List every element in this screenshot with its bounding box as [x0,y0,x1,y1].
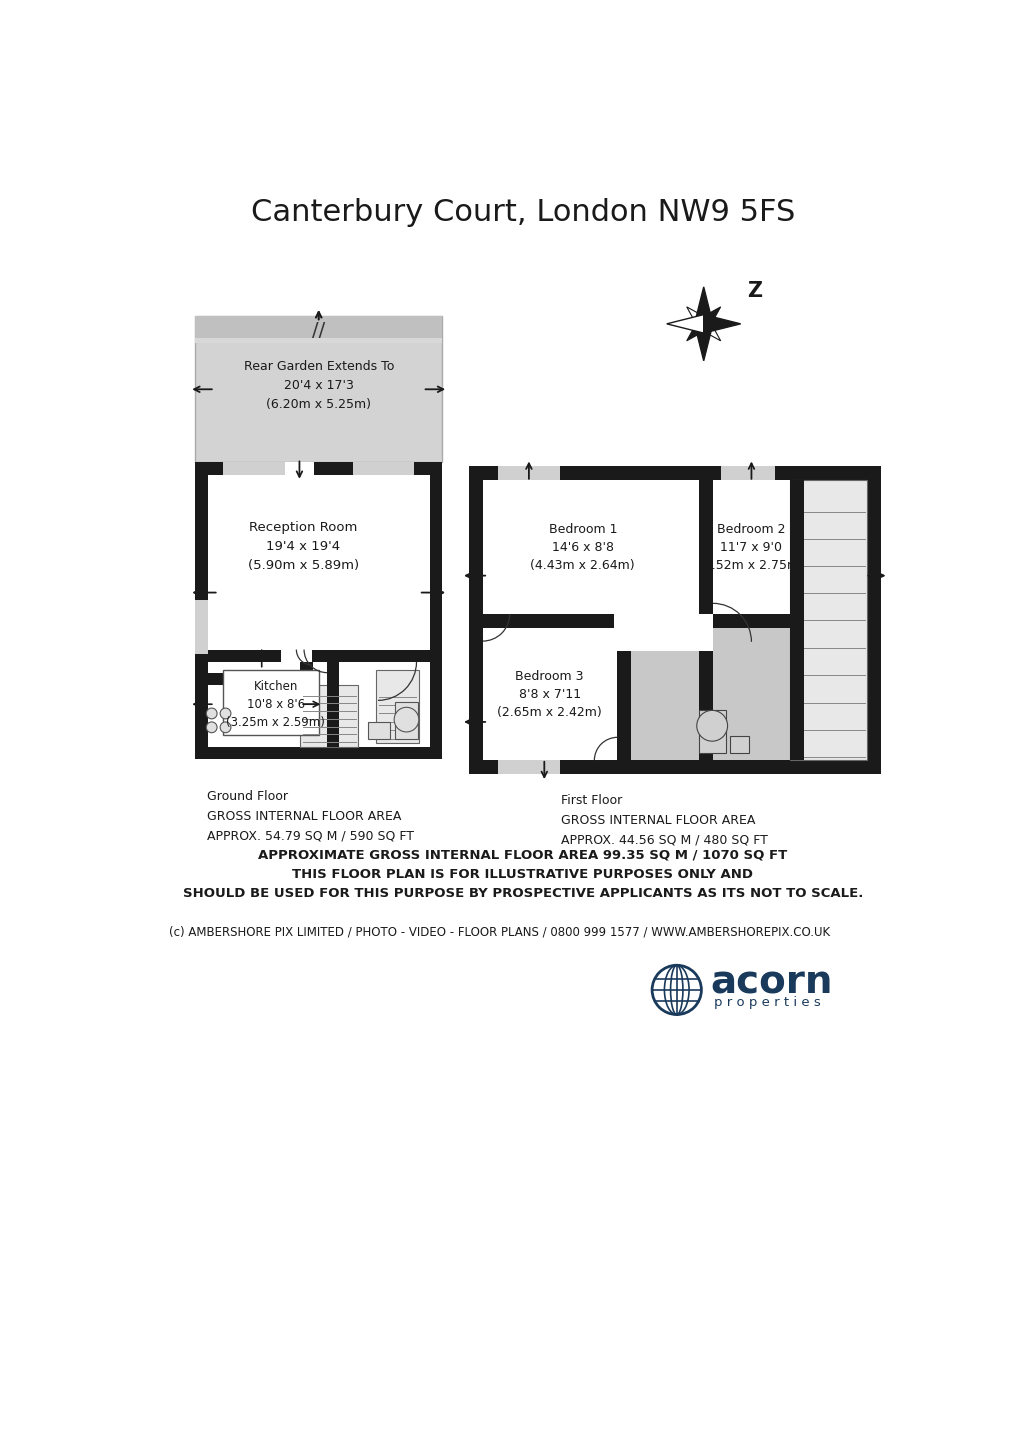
Bar [394,702,418,739]
Polygon shape [703,314,740,333]
Bar [280,650,312,661]
Bar [196,316,441,337]
Text: p r o p e r t i e s: p r o p e r t i e s [713,996,819,1009]
Bar [469,467,880,774]
Text: Bedroom 2
11'7 x 9'0
(3.52m x 2.75m): Bedroom 2 11'7 x 9'0 (3.52m x 2.75m) [698,523,803,572]
Bar [482,614,698,628]
Text: acorn: acorn [710,963,833,1001]
Bar [196,316,441,463]
Bar [698,628,712,761]
Circle shape [206,708,217,719]
Bar [353,463,414,474]
Bar [208,650,429,661]
Bar [712,614,789,628]
Polygon shape [694,324,712,360]
Bar [327,661,339,746]
Circle shape [393,708,419,732]
Bar [482,480,698,614]
Circle shape [220,722,230,732]
Text: First Floor
GROSS INTERNAL FLOOR AREA
APPROX. 44.56 SQ M / 480 SQ FT: First Floor GROSS INTERNAL FLOOR AREA AP… [560,794,767,846]
Polygon shape [698,318,720,342]
Bar [196,337,441,343]
Bar [208,661,327,746]
Text: Reception Room
19'4 x 19'4
(5.90m x 5.89m): Reception Room 19'4 x 19'4 (5.90m x 5.89… [248,520,359,572]
Text: SHOULD BE USED FOR THIS PURPOSE BY PROSPECTIVE APPLICANTS AS ITS NOT TO SCALE.: SHOULD BE USED FOR THIS PURPOSE BY PROSP… [182,888,862,901]
Circle shape [220,708,230,719]
Bar [208,474,429,746]
Bar [300,684,358,746]
Bar [196,601,208,654]
Bar [712,480,789,614]
Circle shape [696,710,727,741]
Polygon shape [666,314,703,333]
Polygon shape [686,307,708,329]
Bar [789,480,866,761]
Bar [497,467,559,480]
Bar [730,736,748,752]
Bar [698,480,712,614]
Bar [698,710,726,752]
Bar [368,722,389,739]
Text: Bedroom 1
14'6 x 8'8
(4.43m x 2.64m): Bedroom 1 14'6 x 8'8 (4.43m x 2.64m) [530,523,635,572]
Bar [196,463,441,759]
Bar [223,670,319,735]
Polygon shape [694,287,712,324]
Bar [208,673,297,684]
Bar [300,654,312,684]
Text: THIS FLOOR PLAN IS FOR ILLUSTRATIVE PURPOSES ONLY AND: THIS FLOOR PLAN IS FOR ILLUSTRATIVE PURP… [292,867,752,880]
Bar [223,463,284,474]
Polygon shape [698,307,720,329]
Circle shape [206,722,217,732]
Bar [284,463,314,474]
Text: (c) AMBERSHORE PIX LIMITED / PHOTO - VIDEO - FLOOR PLANS / 0800 999 1577 / WWW.A: (c) AMBERSHORE PIX LIMITED / PHOTO - VID… [168,925,828,938]
Text: Z: Z [746,281,761,301]
Text: Canterbury Court, London NW9 5FS: Canterbury Court, London NW9 5FS [251,197,794,226]
Text: Bedroom 3
8'8 x 7'11
(2.65m x 2.42m): Bedroom 3 8'8 x 7'11 (2.65m x 2.42m) [497,670,601,719]
Text: APPROXIMATE GROSS INTERNAL FLOOR AREA 99.35 SQ M / 1070 SQ FT: APPROXIMATE GROSS INTERNAL FLOOR AREA 99… [258,849,787,862]
Text: Ground Floor
GROSS INTERNAL FLOOR AREA
APPROX. 54.79 SQ M / 590 SQ FT: Ground Floor GROSS INTERNAL FLOOR AREA A… [207,790,414,843]
Bar [482,628,637,761]
Bar [497,761,559,774]
Bar [376,670,419,742]
Bar [631,628,789,761]
Bar [616,628,631,761]
Bar [789,480,803,761]
Text: Kitchen
10'8 x 8'6
(3.25m x 2.59m): Kitchen 10'8 x 8'6 (3.25m x 2.59m) [226,680,325,729]
Bar [720,467,773,480]
Polygon shape [686,318,708,342]
Bar [613,614,712,651]
Text: Rear Garden Extends To
20'4 x 17'3
(6.20m x 5.25m): Rear Garden Extends To 20'4 x 17'3 (6.20… [244,360,393,411]
Text: //: // [312,320,325,340]
